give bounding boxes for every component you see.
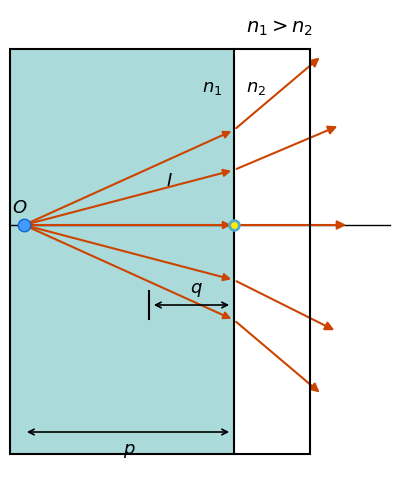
Bar [10, 50, 234, 454]
Text: $I$: $I$ [166, 172, 172, 190]
Text: $n_2$: $n_2$ [246, 79, 266, 97]
Text: $q$: $q$ [190, 280, 203, 299]
Bar [234, 50, 310, 454]
Text: $n_1 > n_2$: $n_1 > n_2$ [247, 18, 314, 37]
Text: $p$: $p$ [123, 441, 135, 459]
Text: $n_1$: $n_1$ [202, 79, 222, 97]
Bar [10, 50, 310, 454]
Text: $O$: $O$ [12, 199, 28, 216]
